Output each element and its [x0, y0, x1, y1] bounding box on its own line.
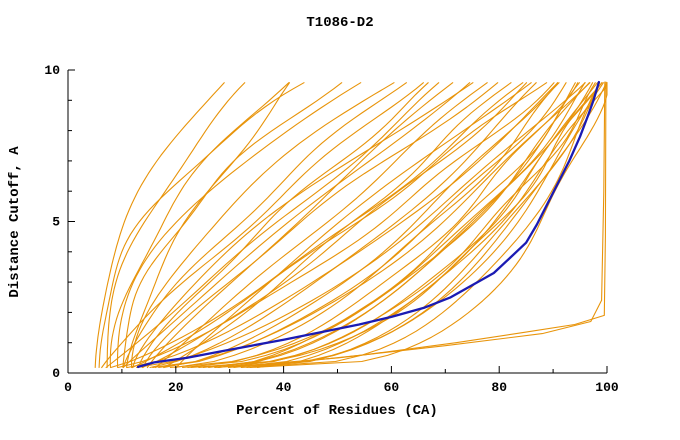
x-tick-label: 0	[64, 380, 72, 395]
orange-model-curve	[152, 82, 591, 369]
orange-model-curve	[98, 82, 305, 369]
y-axis-label: Distance Cutoff, A	[7, 146, 23, 298]
orange-model-curve	[233, 82, 598, 369]
orange-model-curve	[137, 82, 429, 369]
orange-model-curve	[181, 82, 590, 369]
orange-model-curve	[208, 82, 594, 369]
orange-model-curve	[158, 82, 567, 369]
orange-model-curve	[202, 82, 576, 369]
orange-model-curve	[149, 82, 537, 369]
orange-model-curve	[132, 82, 474, 369]
y-tick-label: 0	[52, 366, 60, 381]
x-tick-label: 100	[595, 380, 619, 395]
orange-model-curve	[122, 82, 407, 369]
axes-layer	[67, 69, 608, 374]
x-tick-label: 40	[276, 380, 292, 395]
y-tick-label: 10	[44, 63, 60, 78]
orange-model-curve	[116, 82, 362, 369]
orange-model-curve	[142, 82, 499, 369]
orange-model-curve	[126, 82, 559, 369]
orange-model-curve	[106, 82, 246, 369]
orange-model-curve	[130, 82, 395, 369]
orange-model-curve	[175, 82, 532, 369]
orange-model-curve	[136, 82, 586, 369]
tick-labels-layer: 0 20 40 60 80 100 0 5 10	[44, 63, 619, 395]
orange-model-curve	[174, 82, 560, 369]
orange-model-curve	[146, 82, 454, 369]
plot-title: T1086-D2	[306, 15, 373, 31]
x-tick-label: 20	[168, 380, 184, 395]
orange-model-curve	[187, 82, 579, 369]
orange-model-curve	[141, 82, 528, 369]
x-axis-label: Percent of Residues (CA)	[236, 403, 438, 419]
x-tick-label: 80	[491, 380, 507, 395]
highlight-curve	[136, 80, 601, 369]
orange-model-curve	[101, 82, 424, 369]
curves-layer	[94, 80, 608, 369]
y-tick-label: 5	[52, 215, 60, 230]
orange-model-curve	[246, 82, 600, 369]
orange-model-curve	[155, 82, 488, 369]
orange-model-curve	[214, 82, 607, 369]
orange-model-curve	[126, 82, 291, 369]
orange-model-curve	[109, 82, 290, 369]
orange-model-curve	[105, 82, 440, 369]
orange-model-curve	[256, 82, 608, 369]
orange-model-curve	[122, 82, 471, 369]
orange-model-curve	[217, 82, 580, 369]
x-tick-label: 60	[384, 380, 400, 395]
orange-model-curve	[229, 81, 606, 368]
orange-model-curve	[122, 82, 343, 369]
orange-model-curve	[110, 82, 524, 369]
orange-model-curve	[94, 82, 225, 369]
orange-model-curve	[131, 82, 548, 369]
orange-model-curve	[249, 82, 608, 369]
